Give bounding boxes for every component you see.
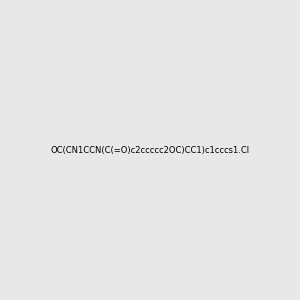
Text: OC(CN1CCN(C(=O)c2ccccc2OC)CC1)c1cccs1.Cl: OC(CN1CCN(C(=O)c2ccccc2OC)CC1)c1cccs1.Cl [50,146,250,154]
